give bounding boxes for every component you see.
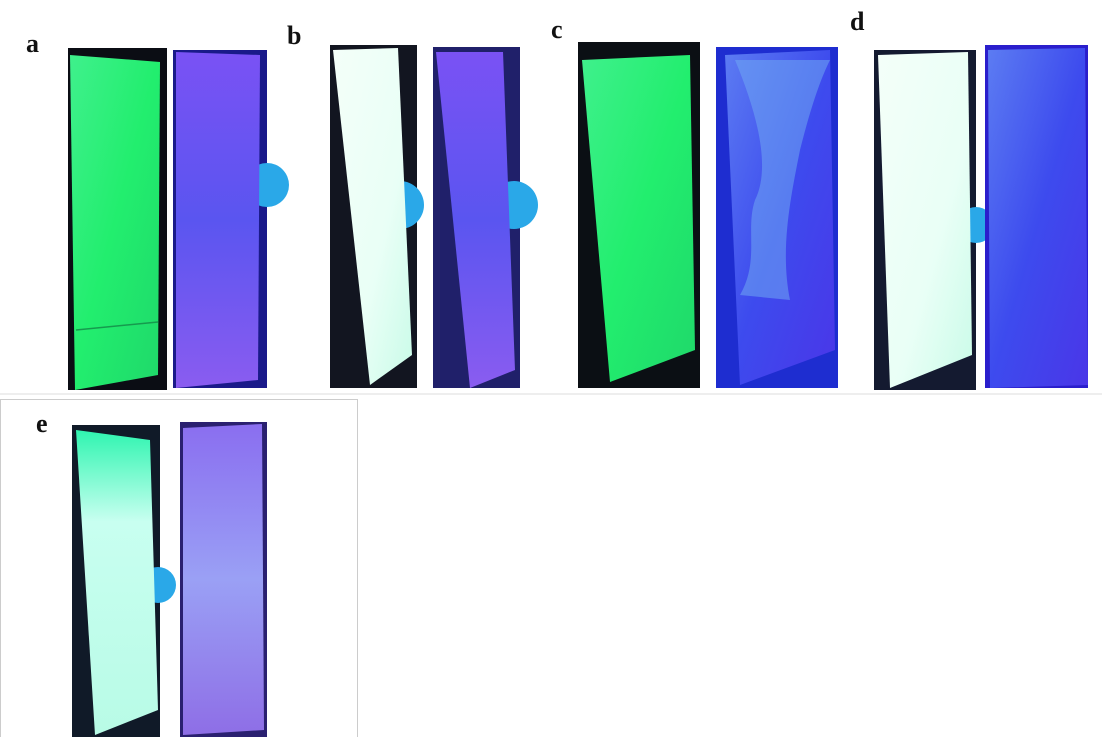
photo [874,50,994,390]
panel-label: d [850,7,865,36]
panel-label: e [36,409,48,438]
panel-frame [1,400,358,737]
panel-label: b [287,21,301,50]
photo [173,50,289,388]
photo [72,425,176,737]
panel-label: c [551,15,563,44]
figure: a b c d e [0,0,1102,737]
photo [68,48,167,390]
photo [716,47,838,388]
panel-label: a [26,29,39,58]
page: a b c d e [0,0,1102,737]
photo [180,422,267,737]
photo [578,42,700,388]
photo [433,47,538,388]
photo [330,45,424,388]
photo [985,45,1088,388]
